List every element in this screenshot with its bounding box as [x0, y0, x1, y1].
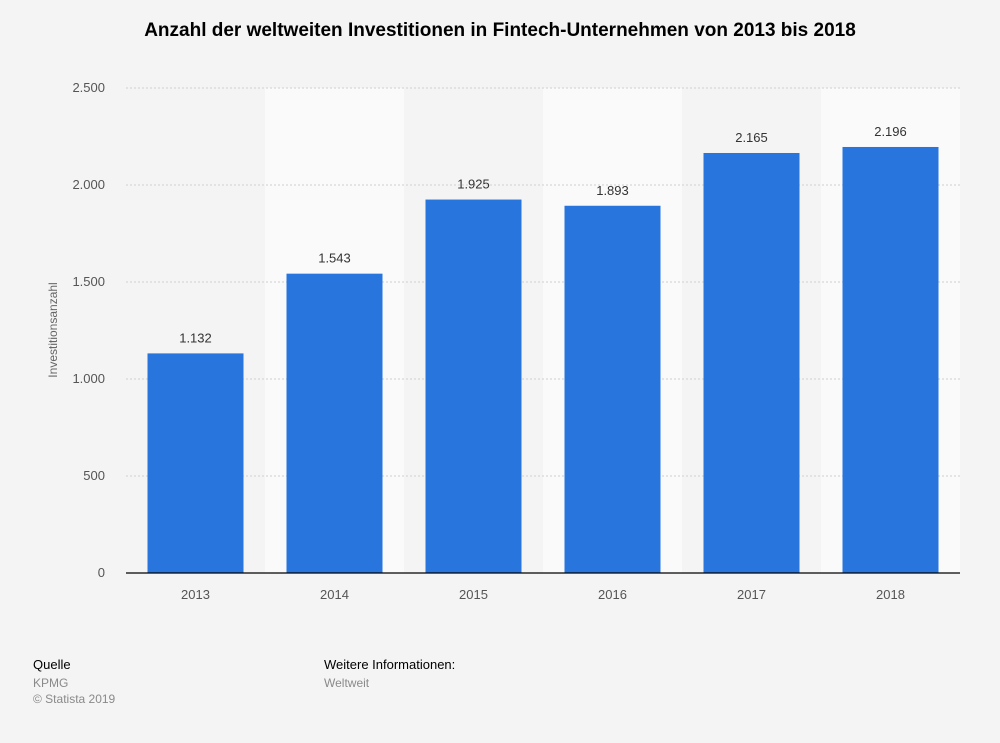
- x-tick-label: 2016: [598, 587, 627, 602]
- x-axis: 2013 2014 2015 2016 2017 2018: [126, 572, 960, 602]
- bar-2013[interactable]: [147, 353, 244, 573]
- grid-lines: [126, 87, 960, 477]
- data-label: 2.196: [874, 124, 907, 139]
- source-name: KPMG: [33, 676, 69, 690]
- x-tick-label: 2015: [459, 587, 488, 602]
- bar-2017[interactable]: [703, 152, 800, 574]
- info-heading: Weitere Informationen:: [324, 657, 456, 672]
- x-tick-label: 2014: [320, 587, 349, 602]
- bar-2018[interactable]: [842, 146, 939, 573]
- data-label: 1.543: [318, 251, 351, 266]
- info-block: Weitere Informationen: Weltweit: [324, 657, 455, 691]
- data-label: 1.925: [457, 177, 490, 192]
- copyright[interactable]: © Statista 2019: [33, 692, 116, 706]
- bar-2015[interactable]: [425, 199, 522, 574]
- source-heading: Quelle: [33, 657, 71, 672]
- data-label: 1.132: [179, 330, 212, 345]
- chart-title: Anzahl der weltweiten Investitionen in F…: [144, 20, 856, 41]
- source-block: Quelle KPMG © Statista 2019: [33, 657, 115, 707]
- x-tick-label: 2013: [181, 587, 210, 602]
- bar-2014[interactable]: [286, 273, 383, 573]
- y-tick-label: 0: [98, 565, 105, 580]
- y-tick-label: 1.000: [72, 371, 105, 386]
- info-text: Weltweit: [324, 676, 370, 690]
- y-tick-label: 2.000: [72, 177, 105, 192]
- y-tick-label: 2.500: [72, 80, 105, 95]
- data-label: 2.165: [735, 130, 768, 145]
- x-tick-label: 2018: [876, 587, 905, 602]
- y-tick-label: 1.500: [72, 274, 105, 289]
- y-axis: 0 500 1.000 1.500 2.000 2.500: [72, 80, 105, 580]
- data-labels: 1.132 1.543 1.925 1.893 2.165 2.196: [179, 124, 907, 345]
- y-axis-label: Investitionsanzahl: [46, 282, 60, 377]
- bar-2016[interactable]: [564, 205, 661, 573]
- bars: [147, 146, 939, 574]
- x-tick-label: 2017: [737, 587, 766, 602]
- data-label: 1.893: [596, 183, 629, 198]
- y-tick-label: 500: [83, 468, 105, 483]
